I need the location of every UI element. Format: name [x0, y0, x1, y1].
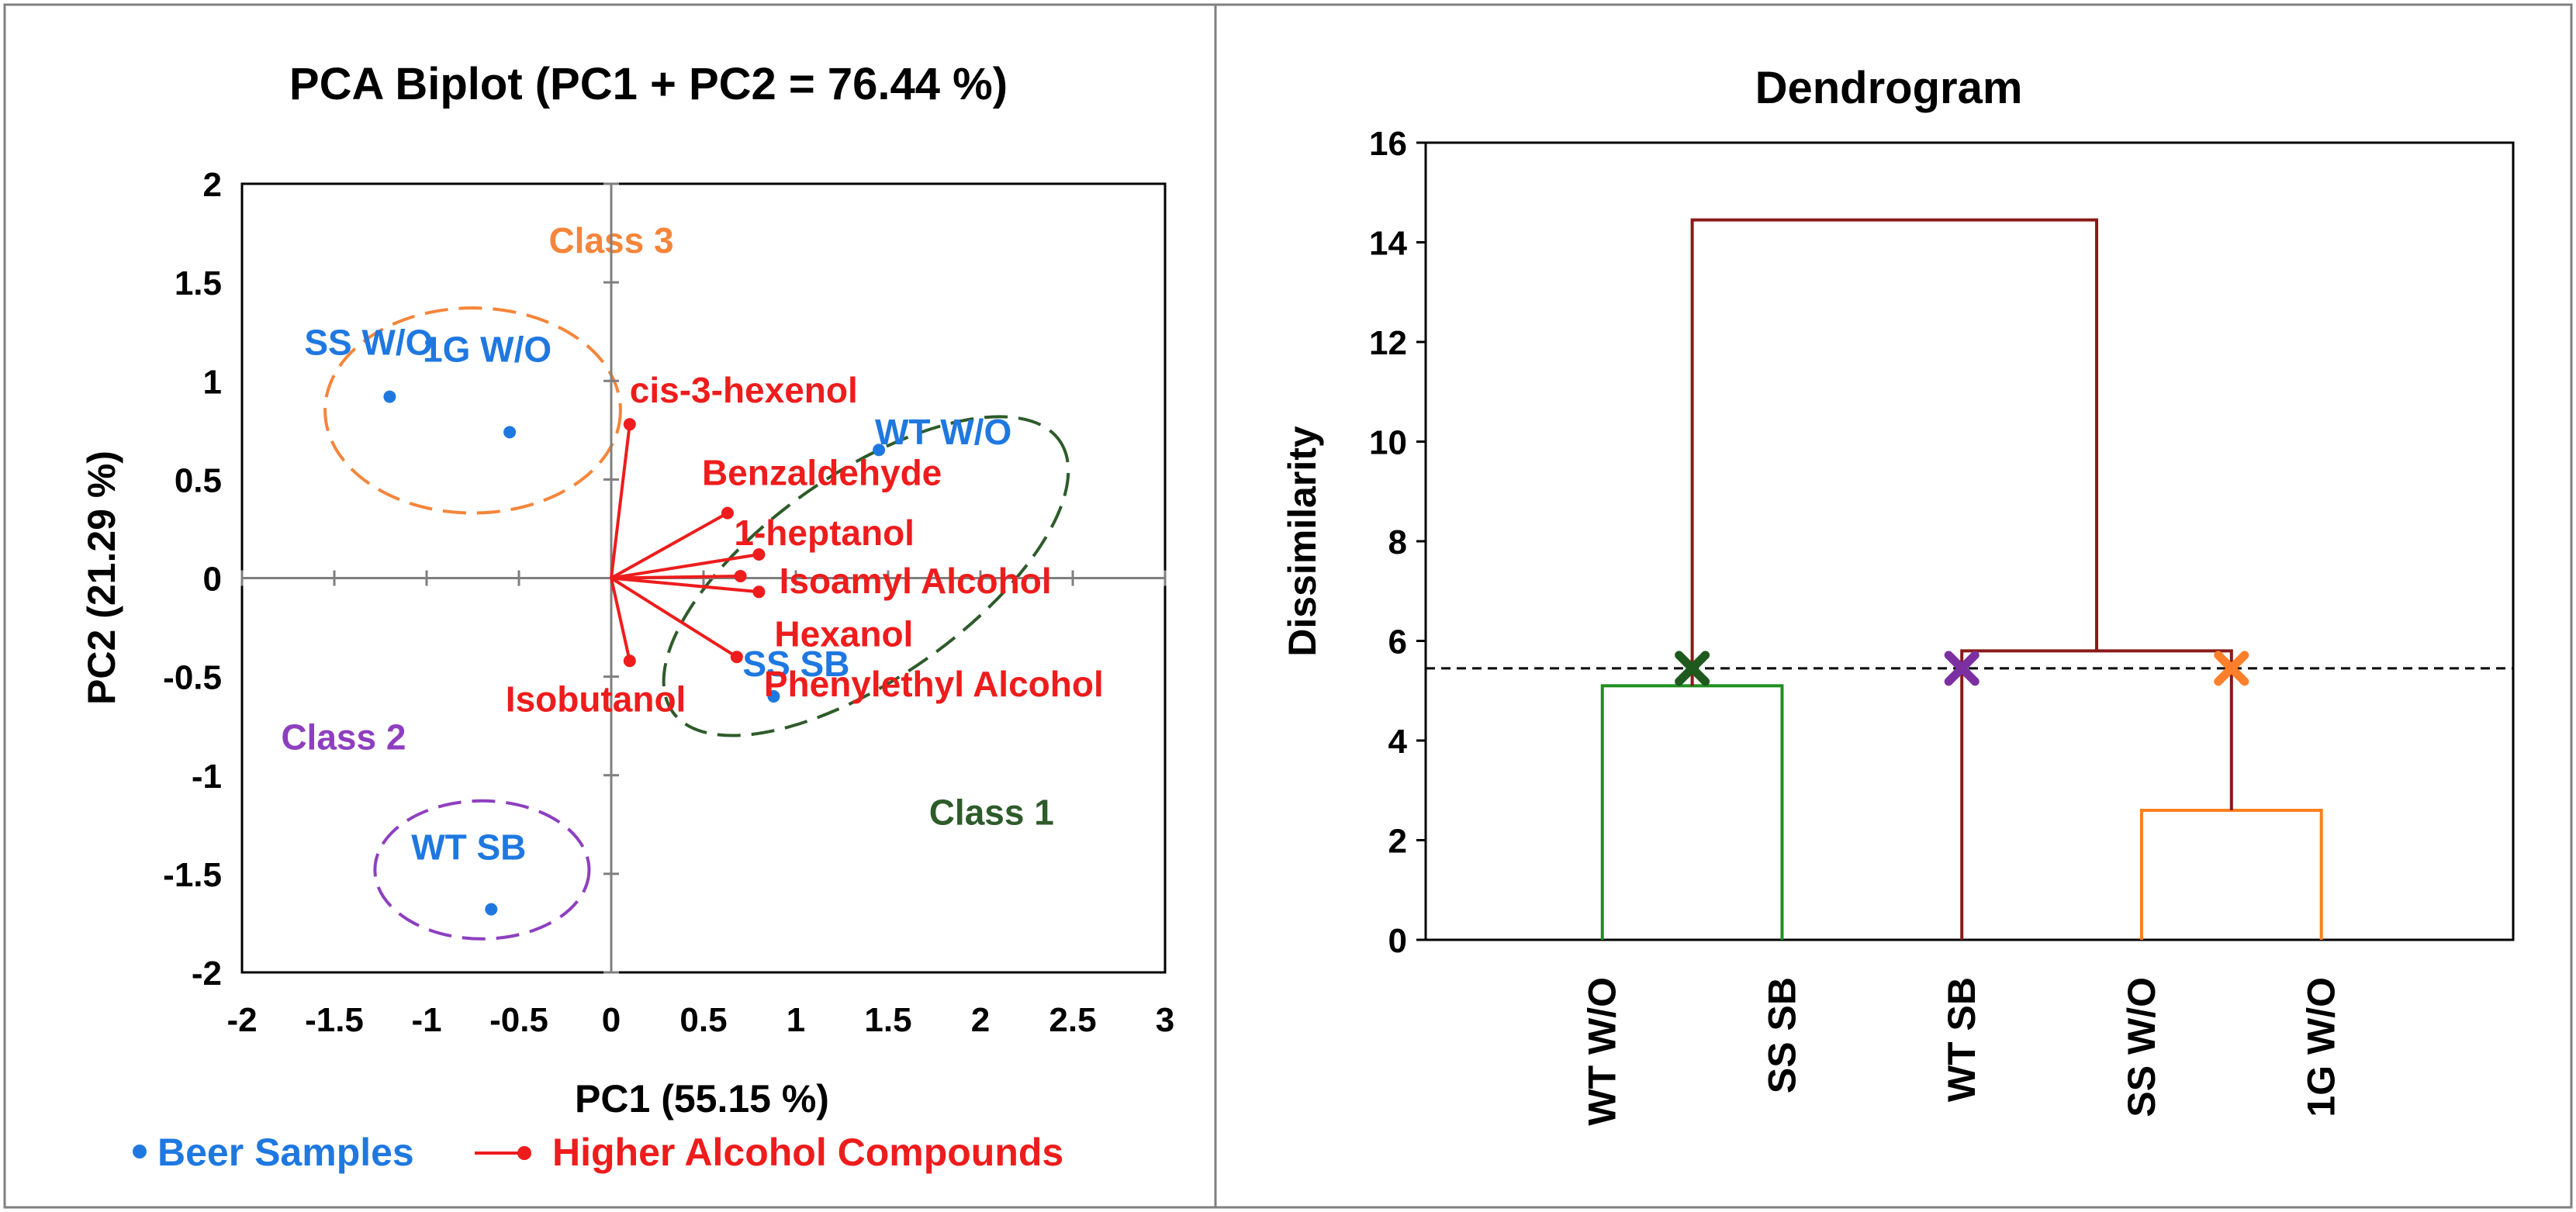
dendrogram-links — [1600, 218, 2323, 940]
pca-x-tick-label: -1 — [411, 1001, 441, 1039]
sample-label: SS SB — [742, 644, 849, 684]
pca-x-tick-label: 2 — [971, 1001, 990, 1039]
compound-point — [623, 418, 636, 431]
pca-y-axis-label: PC2 (21.29 %) — [80, 451, 123, 705]
dendrogram-y-tick-label: 16 — [1369, 125, 1407, 163]
figure-frame — [3, 3, 2573, 1209]
pca-x-tick-label: 1.5 — [864, 1001, 911, 1039]
compound-vector — [610, 511, 728, 580]
sample-point — [503, 426, 517, 439]
compound-label: Benzaldehyde — [702, 453, 942, 493]
legend-sample-dot-icon — [133, 1145, 147, 1158]
pca-x-tick-label: -0.5 — [489, 1001, 548, 1039]
dendrogram-y-tick-label: 0 — [1388, 922, 1407, 960]
pca-y-tick-label: 0.5 — [175, 461, 222, 499]
compound-label: Isoamyl Alcohol — [780, 561, 1052, 601]
dendrogram-leaf-labels: WT W/O SS SB WT SB SS W/O 1G W/O — [1581, 977, 2343, 1126]
pca-x-tick-label: 2.5 — [1049, 1001, 1096, 1039]
compound-vector — [610, 553, 759, 580]
compound-label: Hexanol — [774, 613, 913, 654]
compound-vector — [610, 578, 631, 661]
pca-y-tick-label: -0.5 — [163, 659, 222, 697]
compound-vector — [610, 576, 738, 658]
dendrogram-leaf-label: SS W/O — [2120, 977, 2163, 1117]
pca-tick-labels: -2 -1.5 -1 -0.5 0 0.5 1 1.5 2 2.5 3 -2 -1.5 -1 -0.5 0 0.… — [163, 166, 1174, 1039]
compound-point — [623, 654, 636, 668]
class-ellipse-3 — [662, 415, 1070, 737]
dendrogram-leaf-label: 1G W/O — [2300, 977, 2343, 1117]
legend-higher-alcohol-compounds: Higher Alcohol Compounds — [552, 1131, 1063, 1174]
dendrogram-y-tick-label: 6 — [1388, 623, 1407, 661]
dendrogram-y-tick-label: 2 — [1388, 823, 1407, 861]
compound-label: Phenylethyl Alcohol — [764, 664, 1104, 704]
sample-point — [383, 390, 396, 403]
sample-label: SS W/O — [304, 323, 433, 363]
pca-x-tick-label: 1 — [787, 1001, 805, 1039]
compound-vector — [610, 574, 741, 580]
pca-x-tick-label: 3 — [1156, 1001, 1174, 1039]
compound-vector — [610, 576, 759, 594]
dendrogram-y-tick-label: 4 — [1388, 723, 1408, 761]
pca-x-axis-label: PC1 (55.15 %) — [575, 1077, 829, 1120]
pca-legend: Beer Samples Higher Alcohol Compounds — [133, 1131, 1063, 1174]
compound-point — [730, 651, 743, 664]
dendrogram: Dendrogram 0 2 4 6 8 10 12 14 16 WT W/O SS SB WT S… — [1281, 63, 2515, 1126]
pca-y-tick-label: 0 — [203, 561, 222, 599]
class-ellipse-1 — [323, 306, 622, 515]
sample-point — [485, 903, 498, 916]
sample-label: WT SB — [411, 827, 526, 868]
pca-x-tick-label: -2 — [226, 1001, 257, 1039]
pca-title: PCA Biplot (PC1 + PC2 = 76.44 %) — [289, 59, 1008, 109]
sample-label: WT W/O — [875, 412, 1011, 452]
pca-compound-vectors — [610, 418, 766, 668]
legend-compound-dot-icon — [517, 1146, 531, 1160]
legend-beer-samples: Beer Samples — [157, 1131, 414, 1174]
dendrogram-leaf-label: WT SB — [1940, 977, 1983, 1102]
pca-sample-points — [383, 390, 886, 916]
pca-y-tick-label: -1.5 — [163, 856, 222, 894]
compound-point — [752, 547, 766, 561]
compound-vector — [610, 423, 631, 578]
compound-label: cis-3-hexenol — [630, 370, 858, 410]
dendrogram-y-tick-label: 14 — [1369, 225, 1407, 263]
pca-labels: SS W/O1G W/O WT W/O SS SB WT SB cis-3-hexeno… — [304, 323, 1103, 868]
dendrogram-y-ticks: 0 2 4 6 8 10 12 14 16 — [1369, 125, 1426, 960]
compound-point — [721, 506, 734, 520]
sample-label: 1G W/O — [423, 329, 552, 369]
pca-y-tick-label: -1 — [192, 758, 222, 796]
class-ellipse-2 — [373, 799, 591, 941]
compound-label: 1-heptanol — [734, 513, 915, 553]
class-label: Class 2 — [281, 717, 406, 758]
pca-y-tick-label: 2 — [203, 166, 222, 204]
compound-point — [752, 585, 766, 599]
pca-y-tick-label: 1.5 — [175, 264, 222, 302]
pca-y-tick-label: 1 — [203, 363, 222, 401]
compound-point — [734, 569, 747, 582]
pca-x-tick-label: 0 — [602, 1001, 621, 1039]
sample-point — [767, 690, 780, 703]
cut-marker-x-icon — [2214, 651, 2249, 686]
dendrogram-title: Dendrogram — [1755, 63, 2023, 113]
dendrogram-leaf-label: WT W/O — [1581, 977, 1624, 1126]
dendrogram-leaf-label: SS SB — [1760, 977, 1803, 1093]
dendrogram-y-tick-label: 12 — [1369, 324, 1407, 362]
sample-point — [873, 444, 886, 457]
cut-marker-x-icon — [1944, 651, 1980, 686]
merge-root — [1690, 218, 2099, 686]
pca-biplot: PCA Biplot (PC1 + PC2 = 76.44 %) Class 3… — [80, 59, 1174, 1174]
pca-y-tick-label: -2 — [192, 955, 222, 993]
pca-x-tick-label: 0.5 — [679, 1001, 727, 1039]
dendrogram-cut-markers — [1675, 651, 2249, 686]
pca-x-tick-label: -1.5 — [305, 1001, 364, 1039]
dendrogram-y-tick-label: 8 — [1388, 523, 1407, 561]
dendrogram-y-tick-label: 10 — [1369, 424, 1407, 462]
class-label: Class 1 — [929, 792, 1054, 832]
cut-marker-x-icon — [1675, 651, 1710, 686]
compound-label: Isobutanol — [506, 679, 686, 719]
dendrogram-y-axis-label: Dissimilarity — [1281, 426, 1324, 657]
